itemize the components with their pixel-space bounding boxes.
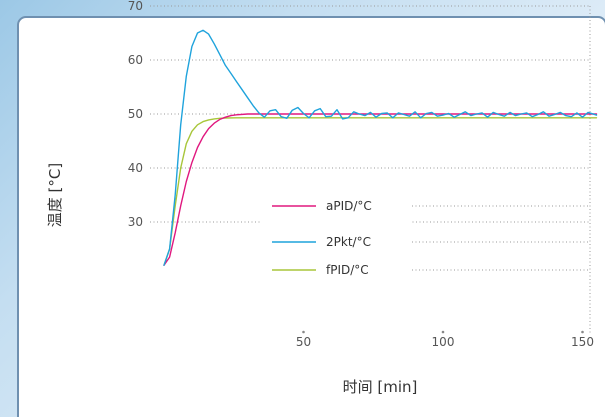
apid-series-line xyxy=(163,113,598,266)
y-axis-title: 温度 [°C] xyxy=(46,163,64,227)
y-tick-label-50: 50 xyxy=(128,107,143,121)
x-tick-mark-50 xyxy=(302,330,305,334)
y-tick-label-60: 60 xyxy=(128,53,143,67)
y-tick-label-40: 40 xyxy=(128,161,143,175)
2pkt-series-line xyxy=(163,29,598,266)
2pkt-legend-label: 2Pkt/°C xyxy=(326,235,371,249)
legend: aPID/°C 2Pkt/°C fPID/°C xyxy=(262,192,590,292)
x-axis-ticks: 50 100 150 xyxy=(296,330,594,349)
y-tick-label-30: 30 xyxy=(128,215,143,229)
series-lines xyxy=(163,29,598,266)
y-tick-label-70: 70 xyxy=(128,0,143,13)
x-axis-title: 时间 [min] xyxy=(343,378,418,396)
x-tick-mark-150 xyxy=(581,330,584,334)
x-tick-label-100: 100 xyxy=(432,335,455,349)
y-axis-ticks: 30 40 50 60 70 xyxy=(128,0,143,229)
x-tick-label-150: 150 xyxy=(571,335,594,349)
x-tick-label-50: 50 xyxy=(296,335,311,349)
apid-legend-label: aPID/°C xyxy=(326,199,372,213)
fpid-series-line xyxy=(163,117,598,266)
fpid-legend-label: fPID/°C xyxy=(326,263,369,277)
grid xyxy=(150,5,591,335)
x-tick-mark-100 xyxy=(441,330,445,334)
